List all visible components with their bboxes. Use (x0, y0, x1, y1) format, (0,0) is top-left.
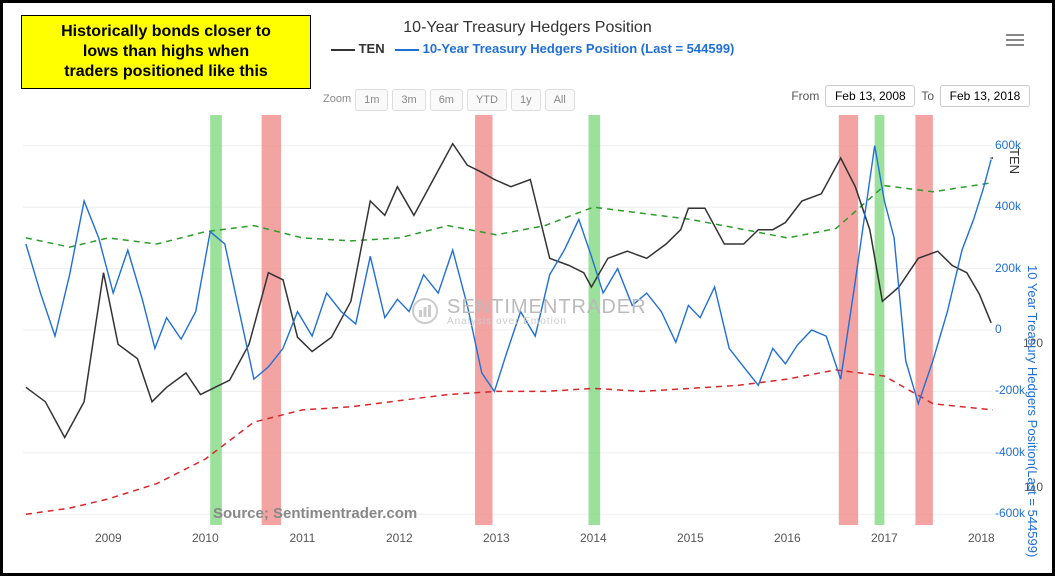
x-tick-label: 2010 (192, 531, 219, 545)
zoom-button-all[interactable]: All (545, 89, 575, 111)
zoom-button-1y[interactable]: 1y (511, 89, 541, 111)
zoom-button-3m[interactable]: 3m (392, 89, 425, 111)
callout-line: traders positioned like this (64, 63, 268, 80)
legend-label: 10-Year Treasury Hedgers Position (Last … (423, 41, 735, 56)
legend-label: TEN (359, 41, 385, 56)
zoom-button-ytd[interactable]: YTD (467, 89, 507, 111)
zoom-toolbar: Zoom1m3m6mYTD1yAll (323, 89, 575, 111)
chart-legend: TEN 10-Year Treasury Hedgers Position (La… (3, 41, 1052, 56)
chart-plot-area (23, 115, 993, 545)
zoom-button-1m[interactable]: 1m (355, 89, 388, 111)
x-tick-label: 2014 (580, 531, 607, 545)
to-date-input[interactable] (940, 85, 1030, 107)
x-tick-label: 2009 (95, 531, 122, 545)
right-axis-title: 10 Year Treasury Hedgers Position(Last =… (1025, 265, 1040, 557)
from-label: From (791, 89, 819, 103)
watermark-main: SENTIMENTRADER (447, 296, 647, 318)
source-attribution: Source; Sentimentrader.com (213, 505, 417, 522)
y-right-tick-label: 400k (995, 199, 1043, 213)
from-date-input[interactable] (825, 85, 915, 107)
x-tick-label: 2016 (774, 531, 801, 545)
zoom-label: Zoom (323, 89, 351, 111)
legend-swatch (331, 49, 355, 51)
x-tick-label: 2012 (386, 531, 413, 545)
x-tick-label: 2011 (289, 531, 315, 545)
watermark-icon (411, 297, 439, 325)
chart-title: 10-Year Treasury Hedgers Position (3, 19, 1052, 37)
zoom-button-6m[interactable]: 6m (430, 89, 463, 111)
x-tick-label: 2017 (871, 531, 898, 545)
left-axis-title: TEN (1007, 148, 1022, 174)
hamburger-icon[interactable] (1006, 31, 1024, 49)
watermark: SENTIMENTRADER Analysis over Emotion (411, 296, 647, 327)
date-range-control: From To (791, 85, 1030, 107)
x-tick-label: 2013 (483, 531, 510, 545)
legend-swatch (395, 49, 419, 51)
to-label: To (921, 89, 934, 103)
x-tick-label: 2018 (968, 531, 995, 545)
x-tick-label: 2015 (677, 531, 704, 545)
